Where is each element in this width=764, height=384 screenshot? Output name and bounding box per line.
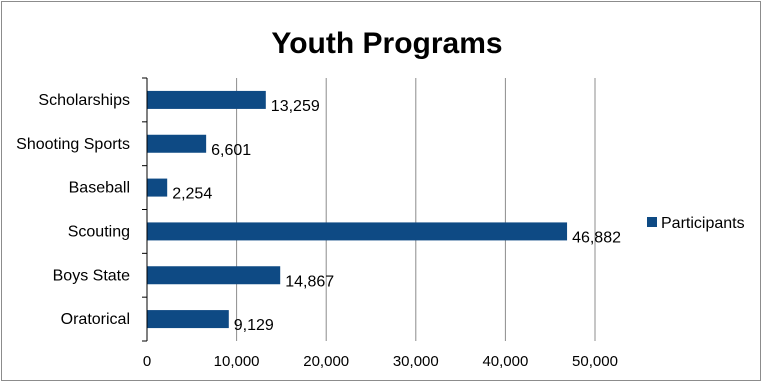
bar	[147, 134, 207, 153]
chart-title: Youth Programs	[271, 27, 502, 60]
gridlines	[236, 78, 596, 341]
x-tick-label: 30,000	[393, 353, 439, 370]
category-labels: Oratorical Boys State Scouting Baseball Shoo…	[16, 92, 130, 328]
data-label: 6,601	[211, 142, 251, 159]
category-label: Scholarships	[38, 92, 130, 109]
legend-swatch	[647, 217, 657, 227]
x-tick-labels: 0 10,000 20,000 30,000 40,000 50,000	[143, 353, 618, 370]
category-label: Boys State	[53, 267, 130, 284]
axes	[142, 77, 148, 342]
x-tick-label: 20,000	[303, 353, 349, 370]
data-labels: 9,129 14,867 46,882 2,254 6,601 13,259	[172, 98, 621, 334]
legend-label: Participants	[661, 215, 745, 232]
category-label: Baseball	[69, 180, 130, 197]
bar	[147, 222, 568, 241]
bar	[147, 310, 229, 329]
data-label: 14,867	[285, 273, 334, 290]
category-label: Oratorical	[61, 311, 130, 328]
bar	[147, 90, 266, 109]
bars	[147, 90, 568, 329]
data-label: 46,882	[572, 229, 621, 246]
data-label: 13,259	[271, 98, 320, 115]
x-tick-label: 40,000	[482, 353, 528, 370]
bar	[147, 266, 281, 285]
data-label: 9,129	[234, 317, 274, 334]
x-tick-label: 50,000	[572, 353, 618, 370]
data-label: 2,254	[172, 186, 212, 203]
x-tick-label: 10,000	[214, 353, 260, 370]
category-label: Scouting	[68, 223, 130, 240]
x-tick-label: 0	[143, 353, 151, 370]
category-label: Shooting Sports	[16, 136, 130, 153]
bar	[147, 178, 168, 197]
legend: Participants	[647, 215, 745, 232]
